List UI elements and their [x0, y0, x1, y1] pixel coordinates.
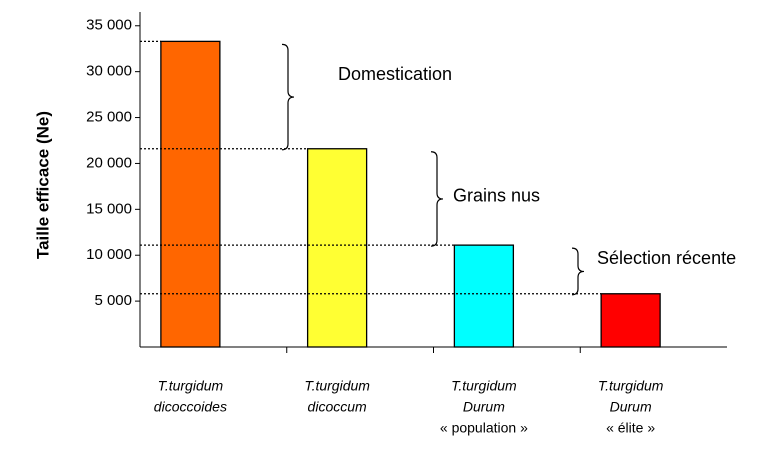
x-tick-label: « élite »: [606, 420, 655, 436]
annotation: Sélection récente: [597, 248, 736, 268]
y-tick-label: 25 000: [86, 109, 132, 126]
brace: [571, 247, 585, 296]
x-tick-label: T.turgidum: [158, 378, 224, 394]
bar: [600, 293, 661, 348]
annotation: Domestication: [338, 64, 452, 84]
x-tick-label: « population »: [440, 420, 528, 436]
annotation: Grains nus: [453, 186, 540, 206]
y-tick-label: 30 000: [86, 63, 132, 80]
y-axis-label: Taille efficace (Ne): [33, 111, 52, 259]
brace: [430, 151, 444, 247]
brace: [281, 43, 295, 151]
y-tick-label: 15 000: [86, 200, 132, 217]
bar: [453, 244, 515, 348]
y-tick-label: 20 000: [86, 154, 132, 171]
y-tick-label: 5 000: [94, 292, 132, 309]
x-tick-label: T.turgidum: [598, 378, 664, 394]
x-tick-label: dicoccoides: [154, 399, 227, 415]
x-tick-label: T.turgidum: [304, 378, 370, 394]
y-tick-label: 10 000: [86, 246, 132, 263]
y-tick-label: 35 000: [86, 17, 132, 34]
bar: [160, 40, 221, 348]
bar: [306, 148, 368, 348]
x-tick-label: T.turgidum: [451, 378, 517, 394]
x-tick-label: dicoccum: [308, 399, 367, 415]
x-tick-label: Durum: [610, 399, 652, 415]
x-tick-label: Durum: [463, 399, 505, 415]
